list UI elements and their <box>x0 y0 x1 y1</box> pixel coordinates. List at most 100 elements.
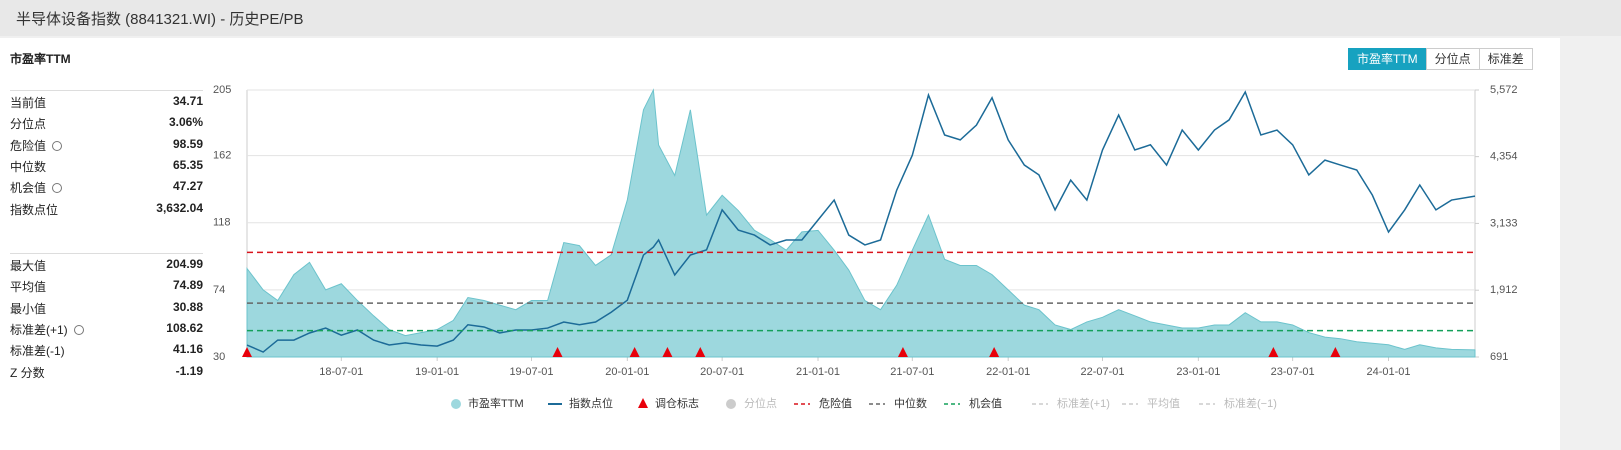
y2-tick-label: 5,572 <box>1490 84 1518 96</box>
rebalance-marker <box>552 347 563 357</box>
x-tick-label: 23-07-01 <box>1271 366 1315 378</box>
stat-row: Z 分数 -1.19 <box>10 361 203 381</box>
x-tick-label: 23-01-01 <box>1176 366 1220 378</box>
x-tick-label: 22-07-01 <box>1080 366 1124 378</box>
x-tick-label: 20-07-01 <box>700 366 744 378</box>
stat-row: 危险值 98.59 <box>10 134 203 154</box>
legend-item[interactable]: 危险值 <box>794 396 852 410</box>
stat-row: 分位点 3.06% <box>10 112 203 132</box>
pe-area <box>246 88 1476 358</box>
tab-button[interactable]: 标准差 <box>1478 48 1533 70</box>
stat-label-text: Z 分数 <box>10 365 45 380</box>
stat-value: 41.16 <box>172 342 203 357</box>
legend-item[interactable]: 标准差(−1) <box>1199 396 1277 410</box>
stat-row: 机会值 47.27 <box>10 176 203 196</box>
stat-label: 平均值 <box>10 278 46 295</box>
panel-title: 市盈率TTM <box>10 52 71 66</box>
tab-buttons: 市盈率TTM 分位点 标准差 <box>1348 48 1533 70</box>
stat-row: 当前值 34.71 <box>10 91 203 111</box>
legend-item[interactable]: 指数点位 <box>548 396 613 410</box>
legend-item[interactable]: 平均值 <box>1122 397 1180 410</box>
x-tick-label: 21-07-01 <box>890 366 934 378</box>
stat-label-text: 机会值 <box>10 181 47 196</box>
rebalance-marker <box>989 347 1000 357</box>
stat-row: 指数点位 3,632.04 <box>10 198 203 218</box>
settings-icon[interactable] <box>52 183 63 194</box>
stat-row: 最小值 30.88 <box>10 297 203 317</box>
stat-label: 危险值 <box>10 137 63 154</box>
stat-label: 当前值 <box>10 94 46 111</box>
y2-tick-label: 1,912 <box>1490 284 1518 296</box>
tab-button[interactable]: 分位点 <box>1425 48 1480 70</box>
legend-item[interactable]: 调仓标志 <box>638 396 699 410</box>
page-title: 半导体设备指数 (8841321.WI) - 历史PE/PB <box>16 11 304 28</box>
settings-icon[interactable] <box>52 140 63 151</box>
index-line <box>246 90 1476 353</box>
y-tick-label: 162 <box>213 150 231 162</box>
stat-row: 平均值 74.89 <box>10 275 203 295</box>
legend-label: 调仓标志 <box>655 396 699 410</box>
legend-label: 标准差(+1) <box>1057 396 1110 410</box>
x-tick-label: 20-01-01 <box>605 366 649 378</box>
settings-icon[interactable] <box>73 324 84 335</box>
stat-label: Z 分数 <box>10 364 45 381</box>
legend-item[interactable]: 市盈率TTM <box>451 396 524 410</box>
x-tick-label: 22-01-01 <box>986 366 1030 378</box>
separator <box>10 90 203 91</box>
stat-label-text: 平均值 <box>10 280 47 295</box>
y2-tick-label: 691 <box>1490 351 1508 363</box>
stat-label-text: 标准差(+1) <box>10 322 68 337</box>
rebalance-marker <box>1330 347 1341 357</box>
stat-label: 分位点 <box>10 115 46 132</box>
legend-symbol <box>638 398 648 408</box>
y-tick-label: 74 <box>213 284 225 296</box>
stat-label-text: 中位数 <box>10 159 47 174</box>
stat-label-text: 指数点位 <box>10 202 59 217</box>
legend-label: 分位点 <box>744 396 777 410</box>
stat-label: 中位数 <box>10 158 46 175</box>
rebalance-marker <box>1268 347 1279 357</box>
legend-label: 机会值 <box>969 396 1002 410</box>
stat-label: 标准差(-1) <box>10 342 65 359</box>
stat-row: 最大值 204.99 <box>10 254 203 274</box>
header: 半导体设备指数 (8841321.WI) - 历史PE/PB <box>0 0 1621 36</box>
stat-label-text: 最大值 <box>10 259 47 273</box>
y-tick-label: 205 <box>213 84 231 96</box>
legend-item[interactable]: 中位数 <box>869 396 927 410</box>
stat-value: 204.99 <box>166 257 203 271</box>
stat-row: 中位数 65.35 <box>10 155 203 175</box>
tab-button[interactable]: 市盈率TTM <box>1348 48 1427 70</box>
stat-value: 108.62 <box>166 320 203 335</box>
stat-value: -1.19 <box>175 363 203 378</box>
legend-symbol <box>726 399 736 409</box>
stat-label-text: 最小值 <box>10 301 47 316</box>
stat-label-text: 分位点 <box>10 117 47 132</box>
x-tick-label: 19-01-01 <box>415 366 459 378</box>
stat-value: 47.27 <box>172 179 203 194</box>
stat-row: 标准差(-1) 41.16 <box>10 339 203 359</box>
stat-label-text: 危险值 <box>10 138 47 153</box>
legend-item[interactable]: 机会值 <box>944 396 1002 410</box>
legend-label: 市盈率TTM <box>468 396 524 410</box>
legend-label: 危险值 <box>819 396 852 410</box>
x-tick-label: 24-01-01 <box>1366 366 1410 378</box>
legend-label: 指数点位 <box>569 396 613 410</box>
panel <box>0 38 1560 450</box>
rebalance-marker <box>695 347 706 357</box>
legend-item[interactable]: 标准差(+1) <box>1032 396 1110 410</box>
rebalance-marker <box>242 347 252 357</box>
stat-label: 最大值 <box>10 257 46 274</box>
stat-value: 65.35 <box>172 157 203 172</box>
legend-label: 中位数 <box>894 396 927 410</box>
y2-tick-label: 4,354 <box>1490 151 1518 163</box>
legend-item[interactable]: 分位点 <box>726 396 777 410</box>
legend-label: 标准差(−1) <box>1224 396 1277 410</box>
x-tick-label: 21-01-01 <box>796 366 840 378</box>
stat-value: 74.89 <box>172 278 203 293</box>
stat-label: 最小值 <box>10 300 46 317</box>
stat-label: 标准差(+1) <box>10 321 84 338</box>
legend-symbol <box>451 399 461 409</box>
stat-row: 标准差(+1) 108.62 <box>10 318 203 338</box>
rebalance-marker <box>662 347 673 357</box>
